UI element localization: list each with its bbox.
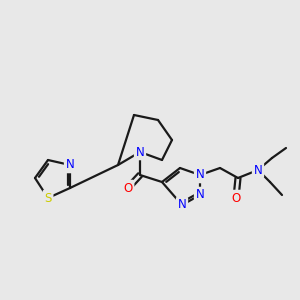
Text: N: N bbox=[66, 158, 74, 172]
Text: O: O bbox=[123, 182, 133, 194]
Text: N: N bbox=[178, 199, 186, 212]
Text: N: N bbox=[136, 146, 144, 158]
Text: S: S bbox=[44, 191, 52, 205]
Text: N: N bbox=[254, 164, 262, 176]
Text: N: N bbox=[196, 169, 204, 182]
Text: N: N bbox=[196, 188, 204, 202]
Text: O: O bbox=[231, 191, 241, 205]
